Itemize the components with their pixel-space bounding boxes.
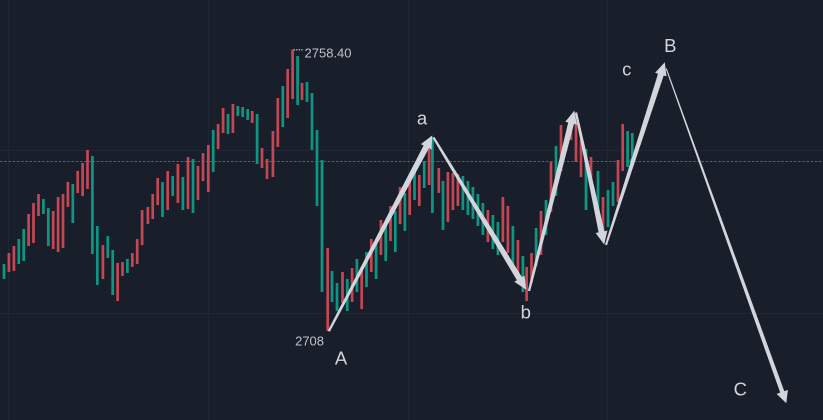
- svg-text:C: C: [734, 378, 747, 399]
- svg-text:A: A: [335, 348, 348, 369]
- svg-text:c: c: [622, 58, 631, 79]
- svg-text:a: a: [417, 108, 428, 129]
- svg-text:2708: 2708: [295, 334, 324, 349]
- svg-text:B: B: [664, 35, 676, 56]
- svg-text:2758.40: 2758.40: [305, 45, 352, 60]
- svg-text:b: b: [521, 302, 531, 323]
